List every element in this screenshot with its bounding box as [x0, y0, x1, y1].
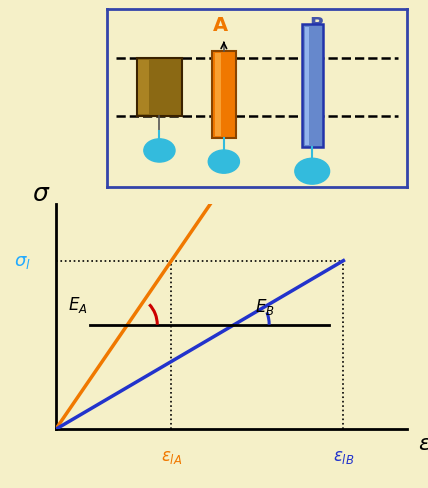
Bar — [138, 61, 149, 114]
Text: $\sigma_l$: $\sigma_l$ — [14, 252, 31, 270]
Circle shape — [144, 140, 175, 163]
Text: A: A — [213, 16, 229, 35]
Bar — [212, 52, 236, 139]
Circle shape — [208, 151, 239, 174]
Text: $E_A$: $E_A$ — [68, 294, 88, 314]
Text: $\varepsilon$: $\varepsilon$ — [418, 433, 428, 453]
Bar — [305, 28, 309, 145]
Text: $\varepsilon_{lB}$: $\varepsilon_{lB}$ — [333, 447, 354, 466]
Text: $\sigma$: $\sigma$ — [33, 182, 51, 206]
Text: $E_B$: $E_B$ — [255, 297, 275, 317]
Circle shape — [295, 159, 330, 185]
Text: B: B — [309, 16, 324, 35]
Bar — [215, 54, 221, 137]
Bar — [137, 59, 182, 117]
Bar — [302, 25, 323, 148]
Text: $\varepsilon_{lA}$: $\varepsilon_{lA}$ — [161, 447, 182, 466]
